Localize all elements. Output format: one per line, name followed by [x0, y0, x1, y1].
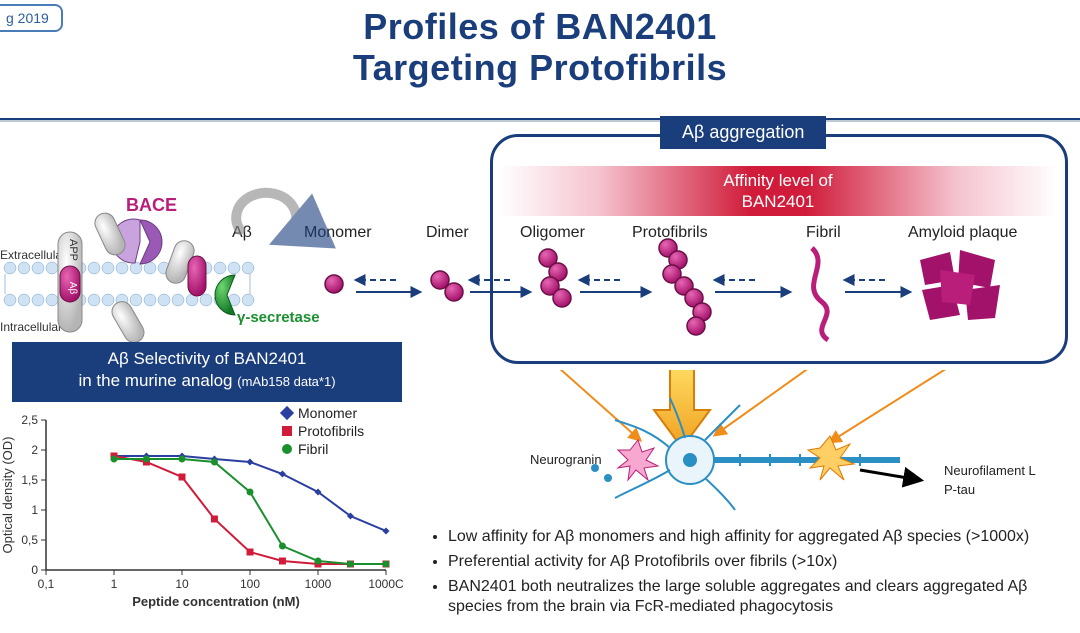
- neuron-diagram: [480, 370, 1040, 520]
- page-title: Profiles of BAN2401 Targeting Protofibri…: [0, 0, 1080, 89]
- app-protein-icon: APP Aβ: [58, 232, 82, 332]
- svg-text:1: 1: [31, 503, 38, 517]
- svg-text:1,5: 1,5: [21, 473, 38, 487]
- svg-text:10: 10: [175, 577, 189, 591]
- protofibril-arrow-icon: [654, 370, 710, 448]
- bullet-list: Low affinity for Aβ monomers and high af…: [430, 527, 1070, 622]
- bullet-3: BAN2401 both neutralizes the large solub…: [448, 577, 1070, 619]
- title-line-2: Targeting Protofibrils: [0, 47, 1080, 88]
- svg-text:1000: 1000: [305, 577, 332, 591]
- amyloid-plaque-icon: [920, 250, 1000, 320]
- svg-text:0,1: 0,1: [38, 577, 55, 591]
- svg-text:100: 100: [240, 577, 260, 591]
- title-line-1: Profiles of BAN2401: [0, 6, 1080, 47]
- divider: [0, 118, 1080, 122]
- protofibrils-icon: [659, 239, 711, 335]
- svg-text:0: 0: [31, 563, 38, 577]
- neurogranin-label: Neurogranin: [530, 452, 602, 467]
- svg-text:Optical density (OD): Optical density (OD): [0, 436, 15, 553]
- svg-text:Peptide concentration (nM): Peptide concentration (nM): [132, 594, 300, 609]
- synapse-burst-icon: [618, 440, 658, 480]
- svg-text:Aβ: Aβ: [67, 282, 78, 295]
- chart-title-l1: Aβ Selectivity of BAN2401: [16, 348, 398, 370]
- svg-text:0,5: 0,5: [21, 533, 38, 547]
- bullet-1: Low affinity for Aβ monomers and high af…: [448, 527, 1070, 548]
- monomer-icon: [325, 275, 343, 293]
- dimer-icon: [431, 271, 463, 301]
- ptau-label: P-tau: [944, 482, 975, 497]
- svg-text:1: 1: [111, 577, 118, 591]
- selectivity-chart: 0 0,5 1 1,5 2 2,5 0,1 1 10 100 1000 1000C Optical de…: [0, 402, 414, 630]
- svg-text:1000C: 1000C: [368, 577, 404, 591]
- membrane-icon: APP Aβ: [4, 193, 296, 346]
- svg-text:APP: APP: [67, 239, 79, 261]
- svg-text:2,5: 2,5: [21, 413, 38, 427]
- oligomer-icon: [539, 249, 571, 307]
- fibril-icon: [812, 248, 828, 340]
- neurofilament-label: Neurofilament L: [944, 463, 1036, 478]
- chart-title-l2: in the murine analog (mAb158 data*1): [16, 370, 398, 392]
- chart-title-box: Aβ Selectivity of BAN2401 in the murine …: [12, 342, 402, 402]
- svg-text:2: 2: [31, 443, 38, 457]
- bullet-2: Preferential activity for Aβ Protofibril…: [448, 552, 1070, 573]
- date-badge: g 2019: [0, 4, 63, 32]
